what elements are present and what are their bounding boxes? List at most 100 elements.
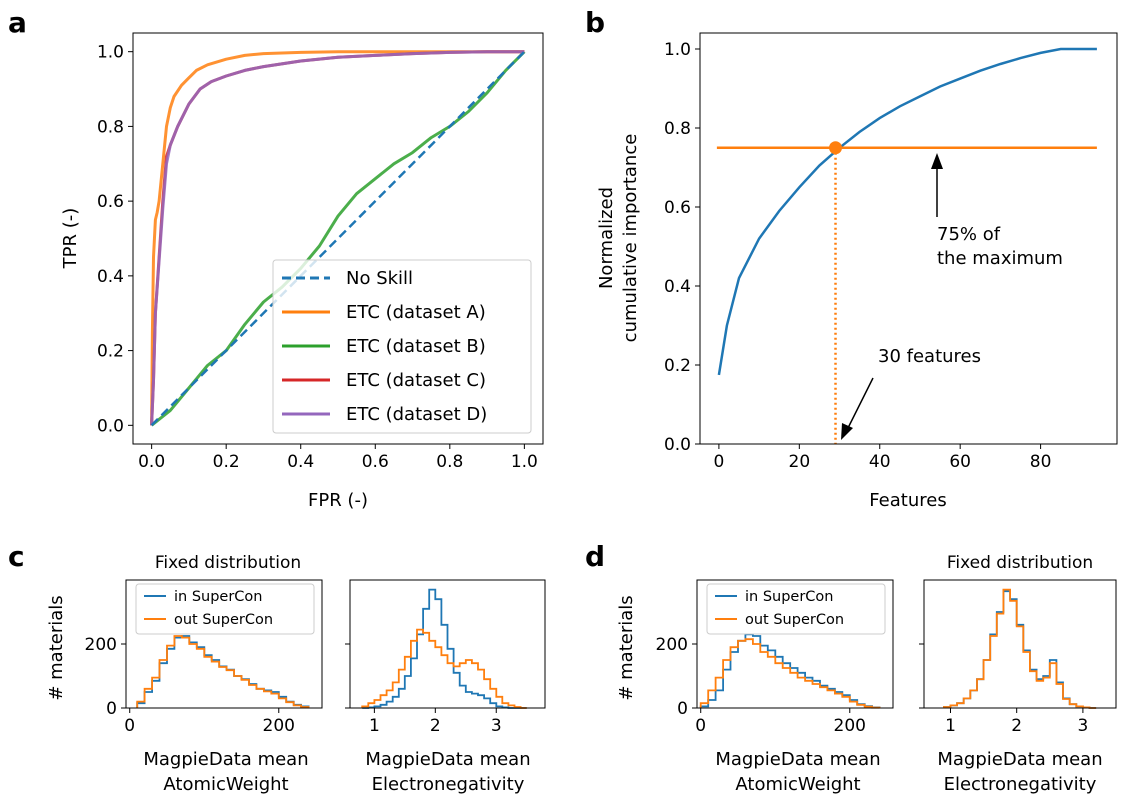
x-tick-label: 60 bbox=[949, 452, 971, 472]
c-atomic-weight-xlabel-line2: AtomicWeight bbox=[163, 774, 288, 795]
histogram-step bbox=[699, 638, 881, 709]
importance-plot: 0 20 40 60 80 0.0 0.2 0.4 0.6 0.8 1.0 Features No… bbox=[596, 32, 1118, 511]
panel-label-c: c bbox=[8, 540, 25, 573]
y-tick-label: 1.0 bbox=[97, 43, 124, 63]
roc-y-label: TPR (-) bbox=[60, 208, 81, 270]
histogram-step bbox=[136, 635, 310, 708]
x-tick-label: 3 bbox=[1077, 716, 1088, 736]
d-atomic-weight-xlabel-line2: AtomicWeight bbox=[735, 774, 860, 795]
c-electronegativity-x-ticks: 1 2 3 bbox=[369, 708, 502, 736]
annotation-features: 30 features bbox=[841, 346, 981, 440]
d-atomic-weight-xlabel-line1: MagpieData mean bbox=[715, 749, 880, 770]
legend-entry: ETC (dataset B) bbox=[346, 336, 486, 357]
annotation-threshold-line1: 75% of bbox=[937, 224, 1001, 245]
x-tick-label: 0.8 bbox=[436, 452, 463, 472]
c-title: Fixed distribution bbox=[155, 553, 301, 573]
x-tick-label: 1 bbox=[369, 716, 380, 736]
d-legend-box bbox=[706, 583, 886, 635]
d-title: Fixed distribution bbox=[947, 553, 1093, 573]
roc-x-ticks: 0.0 0.2 0.4 0.6 0.8 1.0 bbox=[138, 444, 538, 472]
x-tick-label: 80 bbox=[1030, 452, 1052, 472]
arrow-down-line bbox=[847, 377, 874, 429]
c-legend: in SuperCon out SuperCon bbox=[135, 583, 315, 635]
roc-x-label: FPR (-) bbox=[308, 490, 368, 511]
roc-y-ticks: 0.0 0.2 0.4 0.6 0.8 1.0 bbox=[97, 43, 133, 436]
y-tick-label: 0.2 bbox=[664, 356, 691, 376]
c-legend-in: in SuperCon bbox=[174, 589, 263, 605]
y-tick-label: 0.8 bbox=[97, 117, 124, 137]
y-tick-label: 200 bbox=[656, 635, 688, 655]
x-tick-label: 200 bbox=[263, 716, 295, 736]
d-electronegativity-x-ticks: 1 2 3 bbox=[945, 708, 1088, 736]
roc-legend-box bbox=[272, 259, 532, 434]
panel-label-d: d bbox=[585, 540, 605, 573]
c-legend-box bbox=[135, 583, 315, 635]
histograms-d: Fixed distribution # materials 0 200 0 200… bbox=[616, 553, 1117, 795]
c-electronegativity-xlabel-line1: MagpieData mean bbox=[365, 749, 530, 770]
x-tick-label: 0.6 bbox=[362, 452, 389, 472]
importance-curve bbox=[717, 47, 1097, 376]
x-tick-label: 0.2 bbox=[213, 452, 240, 472]
histogram-step bbox=[943, 590, 1097, 709]
legend-entry: ETC (dataset C) bbox=[346, 370, 486, 391]
y-tick-label: 0.8 bbox=[664, 119, 691, 139]
annotation-features-text: 30 features bbox=[878, 346, 981, 367]
x-tick-label: 1 bbox=[945, 716, 956, 736]
x-tick-label: 0 bbox=[124, 716, 135, 736]
y-tick-label: 1.0 bbox=[664, 40, 691, 60]
x-tick-label: 0 bbox=[713, 452, 724, 472]
d-electronegativity-xlabel-line1: MagpieData mean bbox=[937, 749, 1102, 770]
d-legend-in: in SuperCon bbox=[745, 589, 834, 605]
crossing-point bbox=[829, 141, 843, 155]
roc-legend: No Skill ETC (dataset A) ETC (dataset B) ET… bbox=[272, 259, 532, 434]
histogram-step bbox=[361, 628, 527, 709]
y-tick-label: 0 bbox=[677, 699, 688, 719]
c-electronegativity-xlabel-line2: Electronegativity bbox=[372, 774, 525, 795]
d-electronegativity-area bbox=[943, 588, 1097, 709]
d-atomic-weight-area bbox=[699, 633, 881, 709]
d-legend-out: out SuperCon bbox=[745, 612, 844, 628]
histogram-step bbox=[943, 588, 1097, 709]
c-legend-out: out SuperCon bbox=[174, 612, 273, 628]
roc-series-line bbox=[150, 50, 525, 426]
histogram-step bbox=[136, 635, 310, 708]
d-atomic-weight-y-ticks: 0 200 bbox=[656, 635, 697, 719]
arrow-down-head bbox=[841, 423, 853, 440]
y-tick-label: 0.6 bbox=[664, 198, 691, 218]
x-tick-label: 1.0 bbox=[511, 452, 538, 472]
c-electronegativity-area bbox=[361, 588, 527, 709]
x-tick-label: 200 bbox=[834, 716, 866, 736]
roc-plot: 0.0 0.2 0.4 0.6 0.8 1.0 0.0 0.2 0.4 0.6 0.8 1.0 FP… bbox=[60, 32, 544, 511]
annotation-threshold-line2: the maximum bbox=[937, 248, 1063, 269]
x-tick-label: 0.0 bbox=[138, 452, 165, 472]
x-tick-label: 0.4 bbox=[287, 452, 314, 472]
roc-axes-frame bbox=[132, 32, 544, 445]
importance-y-label-line1: Normalized bbox=[596, 187, 617, 289]
importance-y-label-line2: cumulative importance bbox=[620, 134, 641, 343]
importance-plot-area bbox=[716, 47, 1097, 444]
d-electronegativity-frame bbox=[923, 579, 1117, 709]
y-tick-label: 0.6 bbox=[97, 192, 124, 212]
importance-axes-frame bbox=[699, 32, 1118, 445]
legend-entry: No Skill bbox=[346, 268, 413, 289]
importance-x-label: Features bbox=[869, 490, 946, 511]
c-atomic-weight-y-ticks: 0 200 bbox=[85, 635, 126, 719]
x-tick-label: 20 bbox=[789, 452, 811, 472]
y-tick-label: 0.0 bbox=[97, 416, 124, 436]
x-tick-label: 40 bbox=[869, 452, 891, 472]
d-legend: in SuperCon out SuperCon bbox=[706, 583, 886, 635]
d-y-label: # materials bbox=[616, 595, 637, 700]
y-tick-label: 0 bbox=[106, 699, 117, 719]
arrow-up-head bbox=[931, 153, 943, 169]
x-tick-label: 3 bbox=[491, 716, 502, 736]
importance-x-ticks: 0 20 40 60 80 bbox=[713, 444, 1051, 472]
d-electronegativity-xlabel-line2: Electronegativity bbox=[944, 774, 1097, 795]
y-tick-label: 0.2 bbox=[97, 342, 124, 362]
y-tick-label: 0.4 bbox=[664, 277, 691, 297]
roc-series-line bbox=[150, 50, 525, 426]
y-tick-label: 0.0 bbox=[664, 435, 691, 455]
c-atomic-weight-x-ticks: 0 200 bbox=[124, 708, 295, 736]
x-tick-label: 0 bbox=[695, 716, 706, 736]
histograms-c: Fixed distribution # materials 0 200 0 200… bbox=[46, 553, 546, 795]
